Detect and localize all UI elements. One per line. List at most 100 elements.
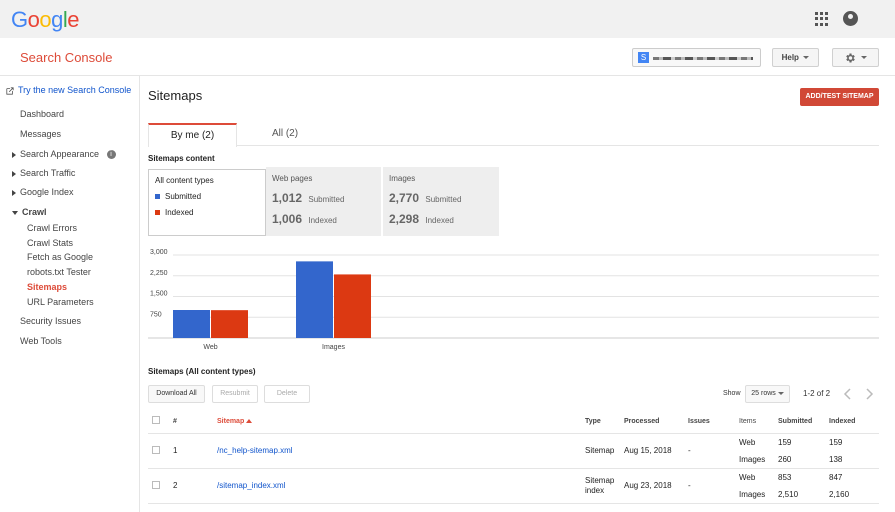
- y-tick-label: 1,500: [150, 291, 168, 298]
- chevron-down-icon: [860, 56, 867, 60]
- product-title[interactable]: Search Console: [20, 50, 113, 65]
- item-indexed: 2,160: [829, 489, 850, 499]
- col-submitted[interactable]: Submitted: [778, 410, 829, 434]
- sitemap-chart: 3,000 2,250 1,500 750 Web Images: [148, 249, 879, 351]
- x-tick-label: Web: [203, 344, 217, 351]
- rows-per-page-select[interactable]: 25 rows: [745, 385, 790, 403]
- expand-arrow-icon: [12, 151, 16, 158]
- next-page-button[interactable]: [859, 385, 879, 403]
- sidebar-item-search-appearance[interactable]: Search Appearance i: [12, 149, 116, 160]
- row-issues: -: [688, 468, 739, 504]
- logo-letter: l: [62, 7, 68, 32]
- col-issues[interactable]: Issues: [688, 410, 739, 434]
- row-num: 1: [173, 433, 217, 469]
- row-checkbox[interactable]: [152, 445, 160, 454]
- col-processed[interactable]: Processed: [624, 410, 688, 434]
- y-tick-label: 3,000: [150, 249, 168, 256]
- info-icon[interactable]: i: [106, 150, 116, 160]
- tab-divider: [148, 145, 879, 146]
- download-all-button[interactable]: Download All: [148, 385, 205, 403]
- console-header: Search Console S Help: [0, 38, 895, 76]
- content-types-label: All content types: [155, 176, 214, 185]
- account-avatar-icon[interactable]: [843, 11, 858, 26]
- submitted-swatch: [155, 194, 160, 200]
- settings-button[interactable]: [832, 48, 879, 67]
- y-tick-label: 2,250: [150, 270, 168, 277]
- chevron-left-icon: [843, 388, 851, 400]
- box-submitted-row: 1,012 Submitted: [272, 191, 344, 205]
- col-type[interactable]: Type: [585, 410, 624, 434]
- sidebar-item-label: Google Index: [20, 187, 74, 197]
- tab-by-me[interactable]: By me (2): [148, 123, 237, 147]
- sitemap-link[interactable]: /nc_help-sitemap.xml: [217, 446, 293, 455]
- row-checkbox[interactable]: [152, 480, 160, 489]
- row-processed: Aug 15, 2018: [624, 433, 688, 469]
- page-title: Sitemaps: [148, 88, 203, 103]
- table-row[interactable]: 2 /sitemap_index.xml Sitemap index Aug 2…: [148, 468, 879, 504]
- row-sitemap-cell: /nc_help-sitemap.xml: [217, 433, 585, 469]
- apps-grid-icon[interactable]: [815, 12, 829, 26]
- submitted-label: Submitted: [308, 195, 345, 204]
- row-indexed: 847 2,160: [829, 468, 879, 504]
- property-selector[interactable]: S: [632, 48, 761, 67]
- google-logo[interactable]: Google: [11, 7, 80, 33]
- sidebar-item-dashboard[interactable]: Dashboard: [20, 109, 65, 119]
- sidebar-item-sitemaps[interactable]: Sitemaps: [27, 282, 68, 292]
- sitemaps-list-title: Sitemaps (All content types): [148, 367, 256, 376]
- sidebar-item-url-parameters[interactable]: URL Parameters: [27, 297, 94, 307]
- box-title: Web pages: [272, 174, 313, 183]
- tab-all[interactable]: All (2): [271, 128, 299, 139]
- rows-value: 25 rows: [751, 390, 776, 397]
- col-indexed[interactable]: Indexed: [829, 410, 879, 434]
- property-favicon-icon: S: [638, 52, 649, 63]
- table-header-row: # Sitemap Type Processed Issues Items Su…: [148, 410, 879, 434]
- row-issues: -: [688, 433, 739, 469]
- row-items: Web Images: [739, 468, 778, 504]
- sidebar-item-web-tools[interactable]: Web Tools: [20, 336, 62, 346]
- sidebar-item-google-index[interactable]: Google Index: [12, 187, 74, 197]
- new-console-label: Try the new Search Console: [18, 85, 132, 95]
- resubmit-button[interactable]: Resubmit: [212, 385, 258, 403]
- sidebar-item-crawl-stats[interactable]: Crawl Stats: [27, 238, 74, 248]
- images-box[interactable]: Images 2,770 Submitted 2,298 Indexed: [383, 167, 500, 236]
- item-name: Images: [739, 454, 766, 464]
- sitemap-link[interactable]: /sitemap_index.xml: [217, 481, 286, 490]
- select-all-checkbox[interactable]: [152, 416, 160, 425]
- sidebar-item-fetch-as-google[interactable]: Fetch as Google: [27, 252, 94, 262]
- table-row[interactable]: 1 /nc_help-sitemap.xml Sitemap Aug 15, 2…: [148, 433, 879, 469]
- new-console-link[interactable]: Try the new Search Console: [6, 85, 131, 95]
- logo-letter: e: [67, 7, 80, 32]
- sidebar-item-crawl-errors[interactable]: Crawl Errors: [27, 223, 78, 233]
- expand-arrow-icon: [12, 189, 16, 196]
- prev-page-button[interactable]: [838, 385, 858, 403]
- sidebar-item-messages[interactable]: Messages: [20, 129, 62, 139]
- images-submitted-value: 2,770: [389, 191, 420, 205]
- delete-button[interactable]: Delete: [264, 385, 310, 403]
- sidebar-item-security-issues[interactable]: Security Issues: [20, 316, 82, 326]
- web-indexed-value: 1,006: [272, 212, 303, 226]
- logo-letter: g: [51, 7, 63, 32]
- box-submitted-row: 2,770 Submitted: [389, 191, 461, 205]
- col-label: Sitemap: [217, 417, 245, 425]
- logo-letter: G: [11, 7, 28, 32]
- indexed-swatch: [155, 210, 160, 216]
- pagination-range: 1-2 of 2: [803, 389, 831, 398]
- col-sitemap[interactable]: Sitemap: [217, 410, 585, 434]
- images-indexed-value: 2,298: [389, 212, 420, 226]
- add-test-sitemap-button[interactable]: ADD/TEST SITEMAP: [800, 88, 879, 106]
- row-items: Web Images: [739, 433, 778, 469]
- legend-submitted: Submitted: [155, 192, 201, 201]
- sidebar-item-robots-tester[interactable]: robots.txt Tester: [27, 267, 91, 277]
- sidebar-item-search-traffic[interactable]: Search Traffic: [12, 168, 75, 178]
- row-submitted: 159 260: [778, 433, 829, 469]
- help-button[interactable]: Help: [772, 48, 819, 67]
- sidebar-item-crawl[interactable]: Crawl: [12, 207, 47, 217]
- item-submitted: 853: [778, 472, 792, 482]
- chevron-down-icon: [803, 56, 810, 60]
- indexed-label: Indexed: [425, 216, 454, 225]
- web-pages-box[interactable]: Web pages 1,012 Submitted 1,006 Indexed: [266, 167, 382, 236]
- row-type: Sitemap index: [585, 468, 624, 504]
- all-content-types-box[interactable]: All content types Submitted Indexed: [148, 169, 266, 236]
- item-indexed: 159: [829, 437, 843, 447]
- box-title: Images: [389, 174, 416, 183]
